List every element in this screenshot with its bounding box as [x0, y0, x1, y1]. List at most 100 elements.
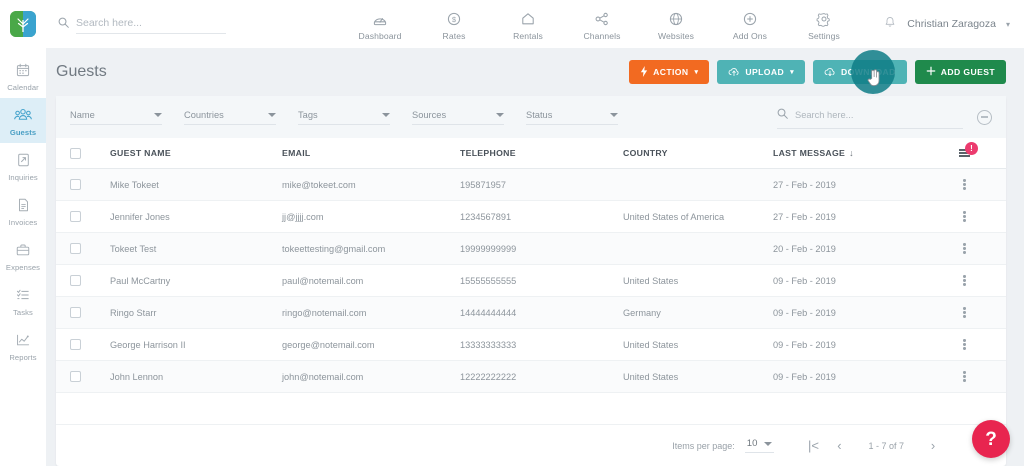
- next-page-button[interactable]: ›: [930, 438, 936, 453]
- sidebar-item-guests[interactable]: Guests: [0, 98, 46, 143]
- add-guest-button-label: ADD GUEST: [940, 67, 995, 77]
- help-glyph: ?: [985, 428, 997, 450]
- sidebar-item-tasks-label: Tasks: [13, 308, 33, 317]
- top-bar-user-area: Christian Zaragoza ▾: [883, 15, 1024, 34]
- sidebar-item-tasks[interactable]: Tasks: [0, 278, 46, 323]
- filter-sources-select[interactable]: Sources: [412, 110, 504, 125]
- action-button[interactable]: ACTION ▾: [629, 60, 710, 84]
- sidebar-item-inquiries[interactable]: Inquiries: [0, 143, 46, 188]
- column-header-country[interactable]: COUNTRY: [623, 148, 668, 158]
- download-button[interactable]: DOWNLOAD: [813, 60, 907, 84]
- filter-name-select[interactable]: Name: [70, 110, 162, 125]
- row-checkbox[interactable]: [70, 179, 81, 190]
- reports-chart-icon: [15, 330, 31, 350]
- upload-button[interactable]: UPLOAD ▾: [717, 60, 806, 84]
- inquiries-icon: [16, 150, 31, 170]
- chevron-down-icon: [764, 441, 773, 446]
- top-nav-rentals[interactable]: Rentals: [504, 8, 552, 41]
- calendar-icon: [15, 60, 31, 80]
- top-nav-settings[interactable]: Settings: [800, 8, 848, 41]
- sidebar-item-invoices[interactable]: Invoices: [0, 188, 46, 233]
- add-guest-button[interactable]: ADD GUEST: [914, 60, 1006, 84]
- row-select-cell: [70, 307, 110, 318]
- websites-globe-icon: [668, 10, 684, 29]
- row-select-cell: [70, 371, 110, 382]
- row-checkbox[interactable]: [70, 211, 81, 222]
- cell-guest-name: Jennifer Jones: [110, 211, 170, 222]
- row-checkbox[interactable]: [70, 243, 81, 254]
- chevron-down-icon: ▾: [694, 69, 699, 76]
- column-header-telephone[interactable]: TELEPHONE: [460, 148, 516, 158]
- first-page-button[interactable]: |<: [807, 438, 819, 453]
- top-nav-add-ons[interactable]: Add Ons: [726, 8, 774, 41]
- top-nav-dashboard[interactable]: Dashboard: [356, 8, 404, 41]
- sidebar-item-expenses-label: Expenses: [5, 263, 41, 272]
- row-checkbox[interactable]: [70, 371, 81, 382]
- filter-status-select[interactable]: Status: [526, 110, 618, 125]
- top-nav-channels[interactable]: Channels: [578, 8, 626, 41]
- kebab-menu-icon[interactable]: [963, 339, 966, 350]
- cell-telephone: 14444444444: [460, 307, 517, 318]
- table-row[interactable]: Tokeet Test tokeettesting@gmail.com 1999…: [56, 233, 1006, 265]
- table-search[interactable]: [777, 106, 963, 129]
- minus-circle-icon[interactable]: [977, 109, 992, 125]
- global-search[interactable]: [58, 14, 228, 34]
- chevron-down-icon[interactable]: ▾: [1005, 19, 1010, 29]
- row-checkbox[interactable]: [70, 339, 81, 350]
- sidebar-item-reports[interactable]: Reports: [0, 323, 46, 368]
- table-row[interactable]: John Lennon john@notemail.com 1222222222…: [56, 361, 1006, 393]
- kebab-menu-icon[interactable]: [963, 211, 966, 222]
- previous-page-button[interactable]: ‹: [837, 438, 842, 453]
- global-search-input[interactable]: [76, 14, 226, 34]
- filter-tags-label: Tags: [298, 109, 318, 120]
- guests-icon: [14, 105, 32, 125]
- select-all-checkbox[interactable]: [70, 147, 81, 159]
- cell-telephone: 12222222222: [460, 371, 517, 382]
- app-logo[interactable]: [0, 11, 46, 37]
- notification-bell-icon[interactable]: [883, 15, 897, 34]
- help-question-icon[interactable]: ?: [972, 420, 1010, 458]
- table-row[interactable]: Mike Tokeet mike@tokeet.com 195871957 27…: [56, 169, 1006, 201]
- kebab-menu-icon[interactable]: [963, 275, 966, 286]
- kebab-menu-icon[interactable]: [963, 371, 966, 382]
- cloud-download-icon: [824, 66, 836, 79]
- row-menu-cell: [923, 211, 1006, 222]
- top-nav-rates[interactable]: $ Rates: [430, 8, 478, 41]
- items-per-page-select[interactable]: 10: [744, 438, 775, 453]
- table-row[interactable]: George Harrison II george@notemail.com 1…: [56, 329, 1006, 361]
- filter-tags-select[interactable]: Tags: [298, 110, 390, 125]
- list-options-icon[interactable]: !: [959, 142, 978, 157]
- row-checkbox[interactable]: [70, 275, 81, 286]
- sidebar-item-expenses[interactable]: Expenses: [0, 233, 46, 278]
- column-header-guest-name[interactable]: GUEST NAME: [110, 148, 171, 158]
- list-options-bars: [959, 149, 970, 157]
- sidebar-item-calendar[interactable]: Calendar: [0, 53, 46, 98]
- row-select-cell: [70, 243, 110, 254]
- user-name-label[interactable]: Christian Zaragoza: [907, 18, 996, 30]
- row-menu-cell: [923, 243, 1006, 254]
- kebab-menu-icon[interactable]: [963, 243, 966, 254]
- page-action-buttons: ACTION ▾ UPLOAD ▾ DOWNLO: [629, 50, 1006, 94]
- row-checkbox[interactable]: [70, 307, 81, 318]
- table-row[interactable]: Jennifer Jones jj@jjjj.com 1234567891 Un…: [56, 201, 1006, 233]
- top-nav-websites[interactable]: Websites: [652, 8, 700, 41]
- svg-text:$: $: [452, 15, 456, 24]
- top-nav-dashboard-label: Dashboard: [358, 30, 402, 41]
- chevron-down-icon: ▾: [790, 69, 795, 76]
- kebab-menu-icon[interactable]: [963, 307, 966, 318]
- cell-country: United States: [623, 275, 679, 286]
- top-nav-websites-label: Websites: [658, 30, 694, 41]
- search-icon: [58, 15, 69, 33]
- filter-countries-select[interactable]: Countries: [184, 110, 276, 125]
- cell-telephone: 195871957: [460, 179, 506, 190]
- table-row[interactable]: Ringo Starr ringo@notemail.com 144444444…: [56, 297, 1006, 329]
- table-search-input[interactable]: [795, 109, 955, 120]
- kebab-menu-icon[interactable]: [963, 179, 966, 190]
- table-row[interactable]: Paul McCartny paul@notemail.com 15555555…: [56, 265, 1006, 297]
- cell-email: john@notemail.com: [282, 371, 364, 382]
- sidebar-item-guests-label: Guests: [9, 128, 37, 137]
- column-header-last-message[interactable]: LAST MESSAGE ↓: [773, 148, 923, 158]
- column-header-email[interactable]: EMAIL: [282, 148, 311, 158]
- pagination-range: 1 - 7 of 7: [868, 440, 904, 451]
